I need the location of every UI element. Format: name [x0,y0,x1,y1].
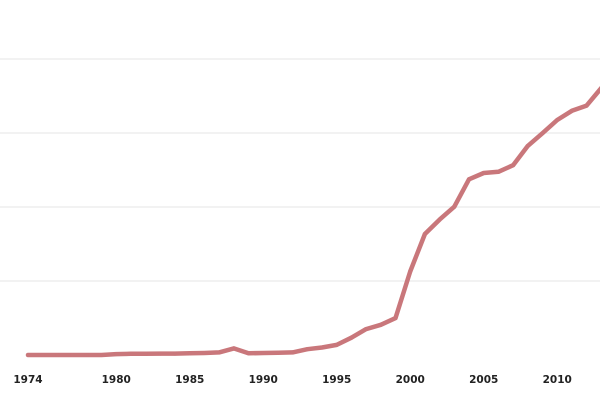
data-point-1998 [378,322,383,327]
data-point-1984 [173,351,177,356]
data-point-1992 [290,350,295,355]
data-points [26,86,600,357]
series-line [25,86,600,358]
data-point-2010 [555,118,560,122]
data-point-1986 [202,351,207,355]
x-tick-label-1990: 1990 [249,374,278,386]
data-point-1996 [349,335,354,340]
x-tick-label-1985: 1985 [175,374,204,386]
x-tick-label-2000: 2000 [396,374,425,386]
gridlines [0,58,600,282]
data-point-1991 [275,350,280,355]
data-point-1988 [231,346,236,351]
data-point-1975 [40,353,45,357]
x-tick-label-1980: 1980 [102,374,131,386]
data-point-2009 [540,131,545,136]
data-point-2012 [584,103,589,108]
x-tick-label-1995: 1995 [322,374,351,386]
data-point-1994 [320,345,324,350]
data-point-2003 [452,204,457,209]
data-point-2005 [481,171,486,175]
data-point-1999 [393,316,398,321]
data-point-1979 [99,353,104,357]
data-point-2002 [437,217,442,222]
data-point-2011 [569,108,574,113]
data-point-1982 [143,351,148,356]
data-point-1993 [305,347,310,352]
data-point-1985 [187,351,192,356]
data-point-2004 [467,177,471,182]
x-tick-label-1974: 1974 [13,374,42,386]
data-point-2001 [422,232,427,236]
data-point-1981 [128,351,133,356]
data-point-1987 [217,350,222,355]
x-axis-tick-labels: 1974 1980 1985 1990 1995 2000 2005 2010 [13,374,571,386]
data-point-1978 [84,353,89,357]
data-point-1995 [334,342,339,347]
data-point-2000 [408,269,413,274]
data-point-1977 [70,353,75,357]
data-point-1990 [261,351,266,355]
data-point-1980 [114,352,119,357]
x-tick-label-2010: 2010 [543,374,572,386]
data-point-1989 [246,351,251,356]
data-point-2007 [511,163,516,168]
data-point-2008 [525,143,530,148]
data-point-1976 [55,353,60,357]
data-point-1997 [364,327,369,332]
data-point-2006 [496,169,501,174]
data-point-1983 [158,351,163,356]
data-point-1974 [26,353,30,357]
x-tick-label-2005: 2005 [469,374,498,386]
